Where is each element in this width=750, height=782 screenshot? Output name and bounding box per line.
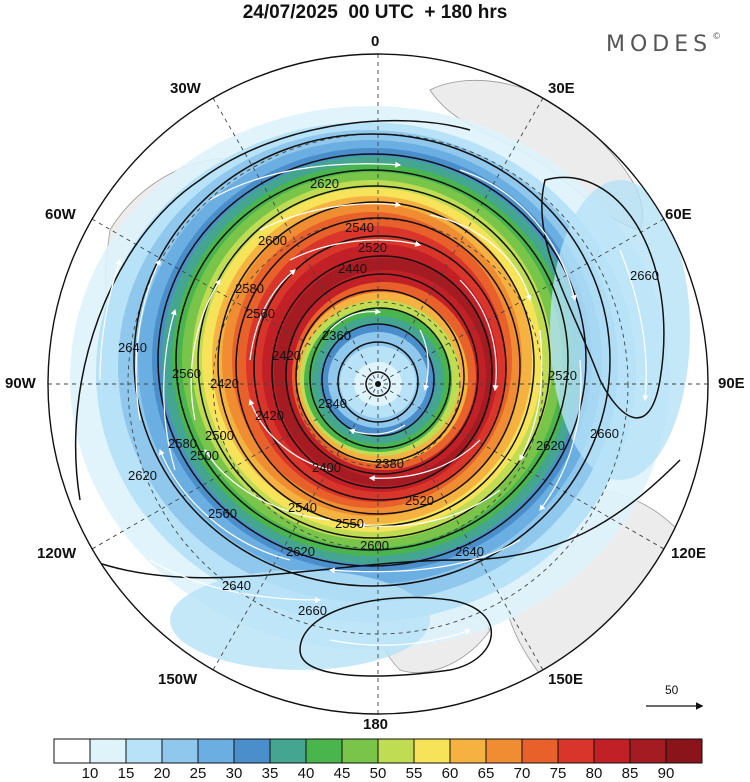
contour-label: 2620: [286, 544, 315, 559]
map-boundary: [47, 53, 709, 715]
contour-label: 2400: [312, 460, 341, 475]
contour-label: 2660: [630, 268, 659, 283]
colorbar-swatch: [449, 738, 487, 764]
contour-label: 2520: [548, 368, 577, 383]
colorbar-swatch: [593, 738, 631, 764]
colorbar-swatch: [125, 738, 163, 764]
lon-label-120w: 120W: [37, 545, 77, 562]
colorbar-swatch: [341, 738, 379, 764]
lon-label-150w: 150W: [158, 671, 198, 688]
contour-label: 2520: [358, 240, 387, 255]
contour-labels: 2620 2600 2580 2560 2540 2520 2500 2440 …: [118, 176, 659, 618]
lon-label-30e: 30E: [548, 80, 575, 97]
colorbar-swatch: [89, 738, 127, 764]
contour-label: 2420: [255, 408, 284, 423]
lon-label-60e: 60E: [665, 206, 692, 223]
colorbar-swatch: [413, 738, 451, 764]
contour-label: 2600: [360, 538, 389, 553]
colorbar-tick-label: 35: [261, 765, 279, 782]
colorbar-tick-label: 30: [225, 765, 243, 782]
colorbar-swatch: [485, 738, 523, 764]
colorbar-swatch: [233, 738, 271, 764]
contour-label: 2600: [258, 233, 287, 248]
colorbar-swatch: [629, 738, 667, 764]
contour-label: 2560: [208, 506, 237, 521]
colorbar-tick-label: 20: [153, 765, 171, 782]
brand-logo: MODES©: [606, 32, 721, 57]
contour-label: 2620: [310, 176, 339, 191]
contour-label: 2660: [298, 603, 327, 618]
colorbar-swatch: [161, 738, 199, 764]
contour-label: 2440: [338, 261, 367, 276]
colorbar-tick-label: 80: [585, 765, 603, 782]
map-title: 24/07/2025 00 UTC + 180 hrs: [242, 2, 508, 23]
colorbar-tick-label: 65: [477, 765, 495, 782]
colorbar: [53, 738, 703, 764]
contour-label: 2500: [190, 448, 219, 463]
lon-label-90e: 90E: [718, 375, 745, 392]
colorbar-tick-label: 40: [297, 765, 315, 782]
lon-label-0: 0: [371, 33, 380, 50]
lon-label-90w: 90W: [5, 375, 36, 392]
contour-label: 2340: [318, 396, 347, 411]
colorbar-swatch: [53, 738, 91, 764]
contour-label: 2640: [222, 578, 251, 593]
colorbar-swatch: [665, 738, 703, 764]
contour-label: 2620: [128, 468, 157, 483]
colorbar-tick-label: 85: [621, 765, 639, 782]
colorbar-tick-label: 10: [81, 765, 99, 782]
contour-label: 2640: [118, 340, 147, 355]
colorbar-tick-label: 50: [369, 765, 387, 782]
colorbar-tick-label: 75: [549, 765, 567, 782]
colorbar-tick-label: 25: [189, 765, 207, 782]
lon-label-150e: 150E: [548, 671, 584, 688]
contour-label: 2540: [345, 220, 374, 235]
colorbar-tick-label: 55: [405, 765, 423, 782]
colorbar-swatch: [521, 738, 559, 764]
reference-vector-label: 50: [665, 683, 679, 697]
colorbar-swatch: [269, 738, 307, 764]
lon-label-120e: 120E: [671, 545, 707, 562]
contour-label: 2560: [172, 366, 201, 381]
colorbar-swatch: [305, 738, 343, 764]
contour-label: 2500: [205, 428, 234, 443]
contour-label: 2620: [536, 438, 565, 453]
contour-label: 2550: [335, 516, 364, 531]
contour-label: 2420: [210, 376, 239, 391]
colorbar-swatch: [377, 738, 415, 764]
colorbar-tick-label: 15: [117, 765, 135, 782]
contour-label: 2640: [455, 544, 484, 559]
lon-label-180: 180: [363, 716, 389, 733]
lon-label-30w: 30W: [170, 80, 201, 97]
colorbar-tick-label: 60: [441, 765, 459, 782]
contour-label: 2580: [235, 281, 264, 296]
contour-label: 2380: [375, 456, 404, 471]
colorbar-tick-label: 45: [333, 765, 351, 782]
wind-speed-field: [48, 54, 708, 714]
contour-label: 2660: [590, 426, 619, 441]
contour-label: 2360: [322, 328, 351, 343]
brand-mark: ©: [712, 32, 722, 42]
colorbar-tick-label: 70: [513, 765, 531, 782]
contour-label: 2540: [288, 500, 317, 515]
wind-vectors: [99, 161, 649, 646]
contour-label: 2520: [405, 493, 434, 508]
contour-label: 2560: [246, 306, 275, 321]
contour-label: 2580: [168, 436, 197, 451]
brand-name: MODES: [606, 32, 713, 57]
colorbar-swatch: [197, 738, 235, 764]
colorbar-tick-label: 90: [657, 765, 675, 782]
lon-label-60w: 60W: [45, 206, 76, 223]
colorbar-swatch: [557, 738, 595, 764]
contour-label: 2420: [272, 348, 301, 363]
